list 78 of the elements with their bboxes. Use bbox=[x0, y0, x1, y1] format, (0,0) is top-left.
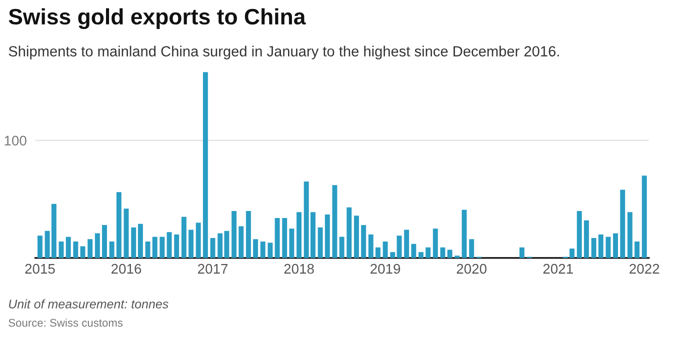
bar bbox=[138, 224, 143, 258]
bar bbox=[346, 207, 352, 258]
bar bbox=[432, 228, 438, 258]
bar bbox=[390, 252, 396, 258]
bar bbox=[462, 210, 467, 258]
bar bbox=[66, 236, 71, 258]
bar bbox=[396, 236, 402, 258]
bar bbox=[38, 236, 42, 258]
bar bbox=[519, 247, 524, 258]
bar bbox=[131, 227, 136, 258]
text: Unit of measurement: tonnes bbox=[9, 299, 168, 308]
x-tick-label: 2015 bbox=[25, 264, 55, 274]
bar bbox=[210, 238, 216, 258]
x-tick-label: 2020 bbox=[456, 264, 486, 274]
source-note: Source: Swiss customs bbox=[8, 318, 123, 327]
bar bbox=[274, 218, 280, 258]
bar bbox=[440, 247, 446, 258]
bar bbox=[94, 233, 100, 258]
bar bbox=[318, 227, 323, 258]
bar bbox=[58, 242, 64, 258]
bar bbox=[80, 246, 86, 258]
bar bbox=[576, 210, 582, 258]
bar bbox=[188, 230, 194, 258]
bar bbox=[268, 242, 273, 258]
bar bbox=[174, 234, 180, 258]
bar bbox=[296, 212, 302, 258]
bar bbox=[282, 218, 288, 258]
bar bbox=[354, 216, 359, 258]
bar bbox=[411, 244, 416, 258]
x-tick-label: 2016 bbox=[112, 264, 142, 274]
bar bbox=[382, 242, 388, 258]
bar bbox=[196, 222, 201, 258]
bar bbox=[246, 210, 251, 258]
bar bbox=[145, 242, 150, 258]
bar bbox=[88, 239, 93, 258]
bar bbox=[238, 226, 244, 258]
bar bbox=[584, 220, 589, 258]
x-tick-label: 2017 bbox=[198, 264, 228, 274]
bar bbox=[469, 239, 474, 258]
bar bbox=[260, 242, 266, 258]
bar bbox=[613, 233, 618, 258]
bar bbox=[620, 190, 626, 258]
x-tick-label: 2021 bbox=[543, 264, 573, 274]
bar bbox=[418, 252, 424, 258]
chart-title: Swiss gold exports to China bbox=[8, 8, 306, 30]
bar bbox=[368, 234, 374, 258]
bar bbox=[591, 238, 596, 258]
bar bbox=[332, 185, 338, 258]
bar bbox=[606, 236, 611, 258]
y-tick-label: 100 bbox=[4, 136, 26, 146]
bar bbox=[124, 208, 129, 258]
x-tick-label: 2022 bbox=[630, 264, 660, 274]
bar bbox=[232, 210, 237, 258]
x-tick-label: 2019 bbox=[370, 264, 400, 274]
bar bbox=[160, 236, 165, 258]
bar bbox=[404, 230, 410, 258]
bar bbox=[116, 192, 122, 258]
bar bbox=[634, 242, 640, 258]
bar bbox=[73, 242, 78, 258]
bar bbox=[166, 232, 172, 258]
bar bbox=[447, 250, 452, 258]
bar bbox=[339, 236, 344, 258]
bar bbox=[324, 214, 330, 258]
bar bbox=[102, 225, 107, 258]
x-tick-label: 2018 bbox=[284, 264, 314, 274]
bar bbox=[253, 239, 258, 258]
bar bbox=[642, 176, 647, 258]
bar bbox=[202, 72, 208, 258]
bar bbox=[109, 242, 114, 258]
chart-subtitle: Shipments to mainland China surged in January to the highest since December 2016. bbox=[8, 46, 559, 60]
bar bbox=[289, 228, 294, 258]
bar bbox=[375, 247, 380, 258]
bar bbox=[361, 225, 366, 258]
bar bbox=[181, 216, 186, 258]
bar bbox=[598, 234, 604, 258]
bar bbox=[627, 212, 632, 258]
bar bbox=[152, 236, 158, 258]
bar bbox=[426, 247, 431, 258]
